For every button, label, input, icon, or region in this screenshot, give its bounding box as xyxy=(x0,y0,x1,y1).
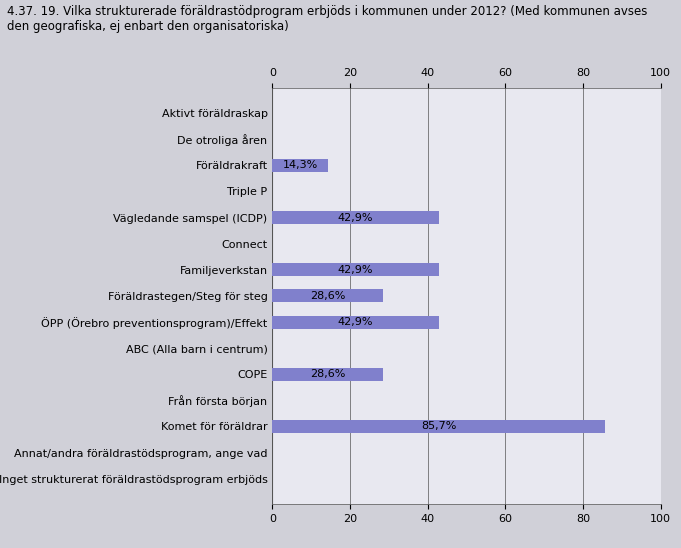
Bar xyxy=(272,420,605,433)
Bar xyxy=(272,159,328,172)
Text: 85,7%: 85,7% xyxy=(421,421,456,431)
Bar xyxy=(272,289,383,302)
Bar xyxy=(272,263,439,276)
Text: 42,9%: 42,9% xyxy=(338,317,373,327)
Bar xyxy=(272,316,439,329)
Text: 4.37. 19. Vilka strukturerade föräldrastödprogram erbjöds i kommunen under 2012?: 4.37. 19. Vilka strukturerade föräldrast… xyxy=(7,5,647,33)
Text: 42,9%: 42,9% xyxy=(338,213,373,222)
Bar xyxy=(272,211,439,224)
Bar xyxy=(272,368,383,381)
Text: 28,6%: 28,6% xyxy=(311,369,345,379)
Text: 28,6%: 28,6% xyxy=(311,291,345,301)
Text: 42,9%: 42,9% xyxy=(338,265,373,275)
Text: 14,3%: 14,3% xyxy=(283,161,318,170)
